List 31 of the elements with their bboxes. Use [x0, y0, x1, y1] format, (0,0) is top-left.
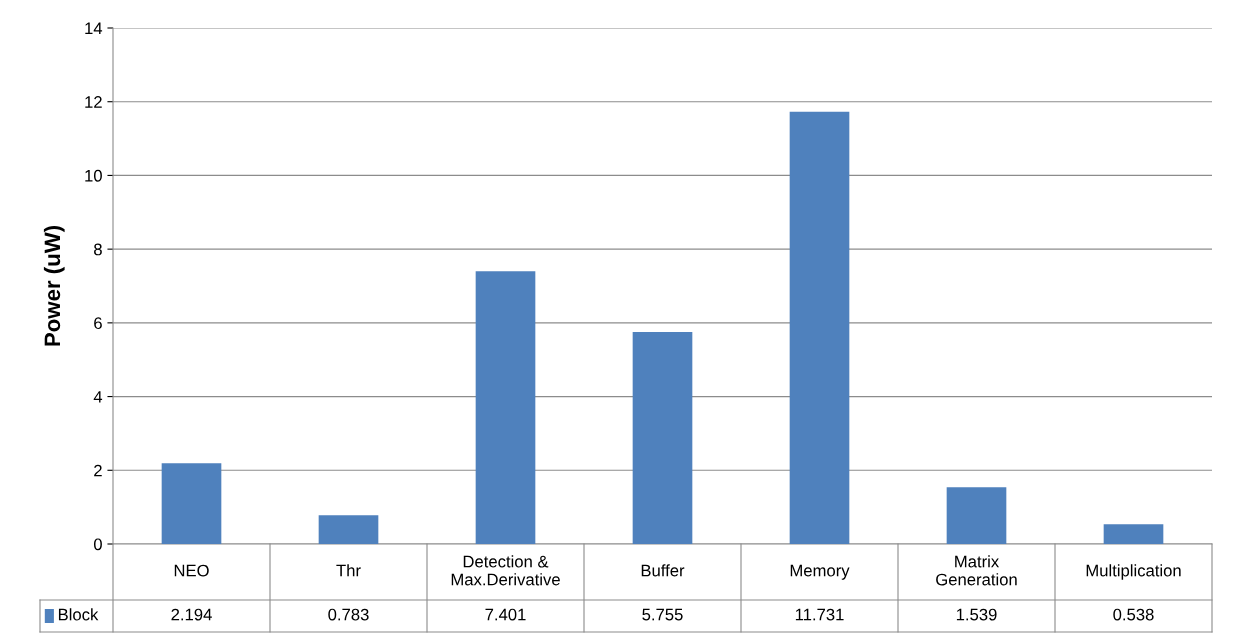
data-label: 7.401: [485, 608, 526, 621]
bar: [789, 111, 850, 544]
y-tick-label: 0: [93, 538, 102, 551]
data-label: 2.194: [171, 608, 212, 621]
y-tick-label: 2: [94, 464, 102, 477]
y-tick-label: 4: [93, 391, 103, 403]
y-tick-label: 12: [85, 96, 102, 108]
y-tick-label: 8: [94, 243, 102, 256]
bar: [1103, 524, 1164, 544]
bar: [318, 515, 379, 544]
legend-label: Block: [58, 608, 99, 621]
x-tick-label: Detection & Max.Derivative: [451, 555, 560, 586]
y-tick-label: 6: [94, 317, 102, 330]
x-tick-label: NEO: [174, 564, 209, 577]
x-tick-label: Multiplication: [1086, 564, 1181, 580]
x-tick-label: Memory: [790, 564, 850, 580]
bar: [632, 331, 693, 544]
y-axis-title: Power (uW): [43, 226, 65, 346]
x-tick-label: Thr: [336, 564, 361, 577]
data-label: 0.538: [1113, 608, 1154, 621]
data-label: 1.539: [956, 608, 997, 621]
data-label: 5.755: [642, 608, 683, 621]
y-tick-label: 14: [85, 22, 103, 35]
data-label: 11.731: [795, 608, 844, 621]
bar: [946, 487, 1007, 544]
y-tick-label: 10: [85, 169, 102, 182]
data-label: 0.783: [328, 608, 369, 621]
x-tick-label: Buffer: [641, 564, 685, 577]
bar: [161, 463, 222, 544]
x-tick-label: Matrix Generation: [936, 555, 1017, 586]
bar: [475, 271, 536, 544]
